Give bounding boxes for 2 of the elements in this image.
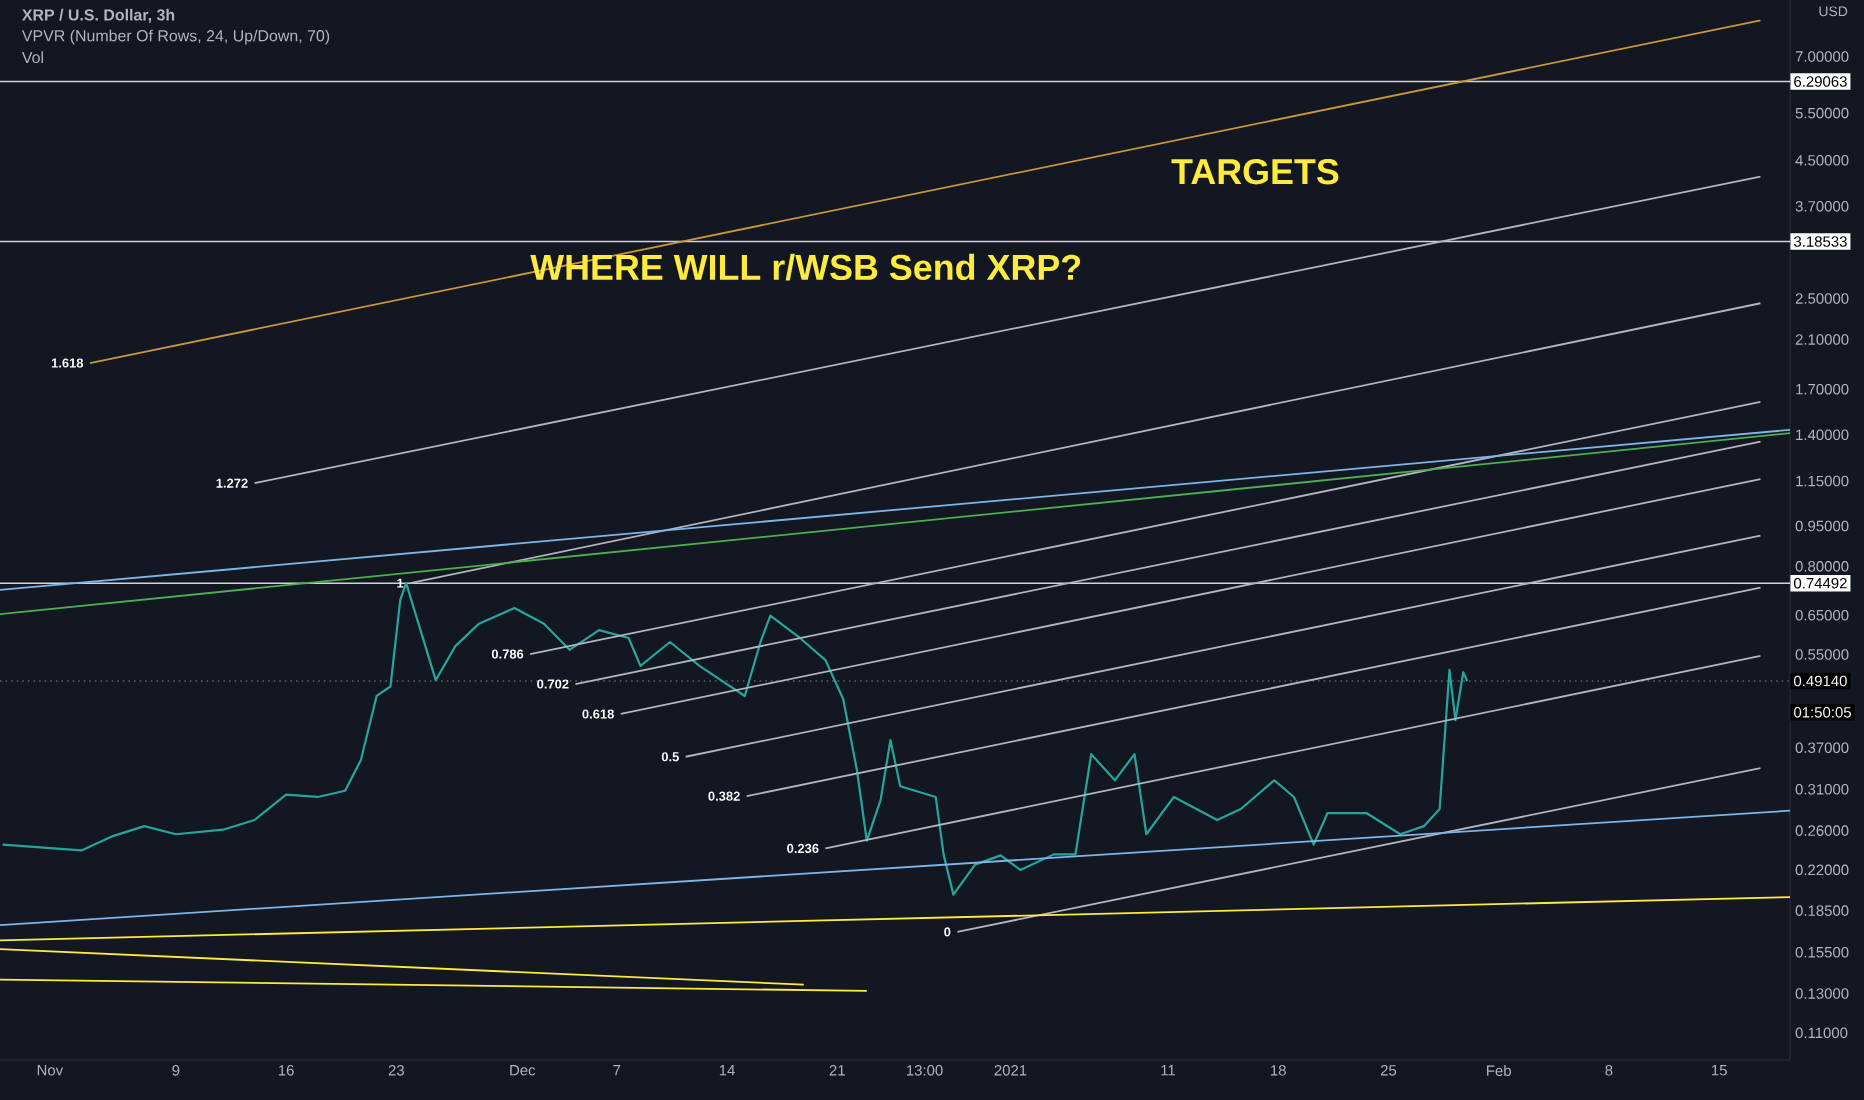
annotation: WHERE WILL r/WSB Send XRP? xyxy=(530,253,1081,281)
annotation: TARGETS xyxy=(1171,159,1339,185)
